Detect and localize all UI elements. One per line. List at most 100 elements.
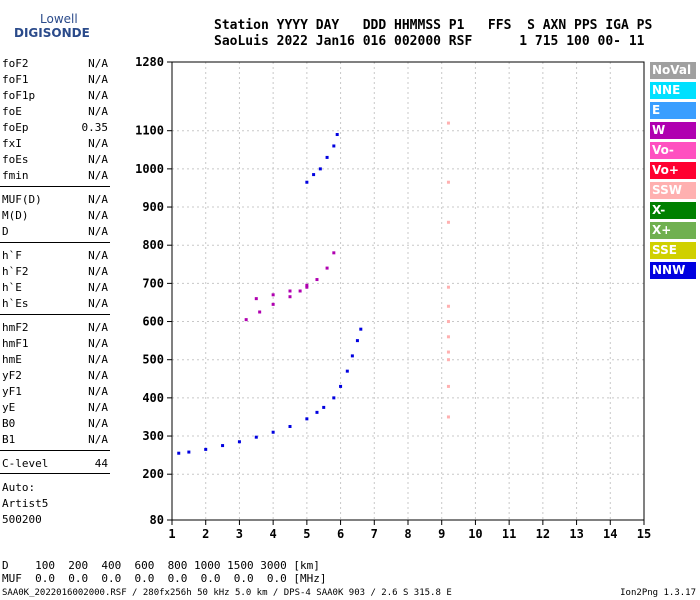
data-point [315,410,319,414]
data-point [288,295,292,299]
param-value: N/A [88,249,108,262]
data-point [288,424,292,428]
data-point [446,304,450,308]
y-tick-label: 300 [142,429,164,443]
param-row: fmin N/A [2,169,110,183]
param-value: N/A [88,193,108,206]
param-name: MUF(D) [2,193,42,206]
param-name: C-level [2,457,49,470]
data-point [244,318,248,322]
param-value: N/A [88,385,108,398]
data-point [254,435,258,439]
x-tick-label: 4 [270,527,277,541]
param-name: yF2 [2,369,22,382]
param-row: B1 N/A [2,433,110,447]
x-tick-label: 10 [468,527,482,541]
data-point [446,180,450,184]
x-tick-label: 3 [236,527,243,541]
data-point [446,285,450,289]
param-name: B0 [2,417,16,430]
param-value: N/A [88,369,108,382]
param-row: foE N/A [2,105,110,119]
x-tick-label: 12 [536,527,550,541]
data-point [315,278,319,282]
x-tick-label: 9 [438,527,445,541]
param-value: N/A [88,153,108,166]
param-value: N/A [88,225,108,238]
param-row: foF2 N/A [2,57,110,71]
data-point [305,285,309,289]
param-name: hmE [2,353,22,366]
data-point [335,133,339,137]
param-value: N/A [88,337,108,350]
data-point [298,289,302,293]
logo-digisonde: DIGISONDE [14,26,90,40]
param-row: C-level 44 [2,457,110,471]
param-name: hmF2 [2,321,29,334]
y-tick-label: 900 [142,200,164,214]
separator-line [0,450,110,451]
data-point [446,220,450,224]
separator-line [0,186,110,187]
y-tick-label: 700 [142,276,164,290]
param-row: h`Es N/A [2,297,110,311]
data-point [312,173,316,177]
y-tick-label: 400 [142,391,164,405]
x-tick-label: 11 [502,527,516,541]
y-tick-label: 1100 [135,124,164,138]
data-point [271,293,275,297]
footer-info: SAA0K_2022016002000.RSF / 280fx256h 50 k… [2,588,452,598]
param-name: yE [2,401,16,414]
footer-version: Ion2Png 1.3.17 [620,588,696,598]
header-line-2: SaoLuis 2022 Jan16 016 002000 RSF 1 715 … [214,34,645,49]
data-point [271,302,275,306]
separator-line [0,242,110,243]
x-tick-label: 13 [569,527,583,541]
param-name: foF1 [2,73,29,86]
param-value: N/A [88,209,108,222]
legend-item: Vo- [650,142,696,159]
y-tick-label: 200 [142,467,164,481]
param-row: B0 N/A [2,417,110,431]
data-point [271,430,275,434]
data-point [305,417,309,421]
y-tick-label: 600 [142,315,164,329]
legend-item: W [650,122,696,139]
param-name: h`F [2,249,22,262]
muf-row: MUF 0.0 0.0 0.0 0.0 0.0 0.0 0.0 0.0 [MHz… [2,572,327,585]
data-point [446,350,450,354]
y-tick-label: 1280 [135,55,164,69]
data-point [332,251,336,255]
param-row: foF1 N/A [2,73,110,87]
data-point [446,358,450,362]
data-point [446,320,450,324]
data-point [332,144,336,148]
data-point [254,297,258,301]
param-row: yF2 N/A [2,369,110,383]
param-row: hmF1 N/A [2,337,110,351]
data-point [318,167,322,171]
data-point [325,266,329,270]
param-value: N/A [88,417,108,430]
logo-lowell: Lowell [40,12,78,26]
param-row: hmF2 N/A [2,321,110,335]
param-row: fxI N/A [2,137,110,151]
param-row: h`F2 N/A [2,265,110,279]
separator-line [0,473,110,474]
param-name: hmF1 [2,337,29,350]
param-value: N/A [88,105,108,118]
distance-row: D 100 200 400 600 800 1000 1500 3000 [km… [2,559,320,572]
param-row: foEp 0.35 [2,121,110,135]
param-value: N/A [88,57,108,70]
data-point [359,327,363,331]
data-point [221,444,225,448]
auto-artist: Artist5 [2,497,49,510]
y-tick-label: 80 [150,513,164,527]
param-row: hmE N/A [2,353,110,367]
data-point [288,289,292,293]
auto-label: Auto: [2,481,36,494]
param-value: N/A [88,281,108,294]
param-value: N/A [88,137,108,150]
data-point [325,155,329,159]
header-line-1: Station YYYY DAY DDD HHMMSS P1 FFS S AXN… [214,18,653,33]
